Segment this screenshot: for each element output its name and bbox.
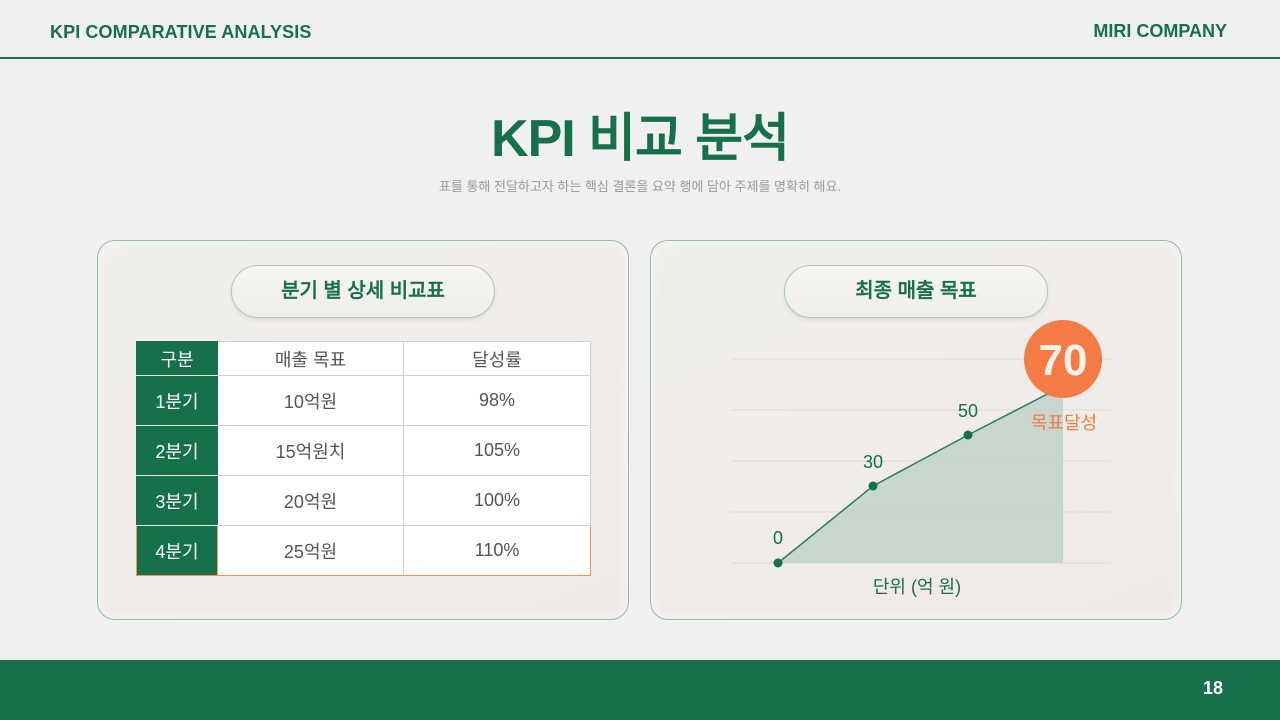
card-title-pill: 분기 별 상세 비교표 [231,265,495,318]
area-fill [778,386,1063,563]
row-label: 4분기 [136,525,218,576]
table-cell: 98% [403,375,591,426]
table-row: 2분기 15억원치 105% [136,425,591,476]
table-cell: 105% [403,425,591,476]
unit-label: 단위 (억 원) [873,577,961,597]
table-cell: 15억원치 [217,425,404,476]
point-label: 30 [863,452,883,472]
goal-badge-value: 70 [1039,336,1088,385]
area-chart: 0 30 50 70 목표달성 단위 (억 원) [731,320,1111,597]
row-label: 1분기 [136,375,218,426]
table-row-highlighted: 4분기 25억원 110% [136,525,591,576]
presentation-section-title: KPI COMPARATIVE ANALYSIS [50,22,312,42]
table-cell: 10억원 [217,375,404,426]
point-label: 50 [958,401,978,421]
kpi-table: 구분 매출 목표 달성률 1분기 10억원 98% 2분기 15억원치 105%… [136,341,591,576]
footer-bar: 18 [0,660,1280,720]
data-point [773,558,783,568]
table-cell: 25억원 [217,525,404,576]
goal-label: 목표달성 [1031,413,1097,433]
table-header-row: 구분 매출 목표 달성률 [136,341,591,376]
card-title-pill: 최종 매출 목표 [784,265,1048,318]
table-cell: 20억원 [217,475,404,526]
column-header: 달성률 [403,341,591,376]
table-cell: 110% [403,525,591,576]
table-row: 3분기 20억원 100% [136,475,591,526]
data-point [868,481,878,491]
row-label: 3분기 [136,475,218,526]
page-title: KPI 비교 분석 [491,110,790,168]
row-label: 2분기 [136,425,218,476]
header-bar: KPI COMPARATIVE ANALYSIS MIRI COMPANY [0,0,1280,59]
page-number: 18 [1202,678,1223,698]
company-name: MIRI COMPANY [1093,21,1227,41]
data-point [963,430,973,440]
point-label: 0 [773,528,783,548]
goal-badge-circle [1024,320,1102,398]
column-header: 구분 [136,341,218,376]
column-header: 매출 목표 [217,341,404,376]
quarterly-comparison-card: 분기 별 상세 비교표 구분 매출 목표 달성률 1분기 10억원 98% 2분… [97,240,629,620]
page-subtitle: 표를 통해 전달하고자 하는 핵심 결론을 요약 행에 담아 주제를 명확히 해… [438,179,842,194]
data-line [777,385,1064,564]
table-row: 1분기 10억원 98% [136,375,591,426]
final-sales-goal-card: 최종 매출 목표 0 30 50 70 목표달성 단위 (억 원) [650,240,1182,620]
table-cell: 100% [403,475,591,526]
